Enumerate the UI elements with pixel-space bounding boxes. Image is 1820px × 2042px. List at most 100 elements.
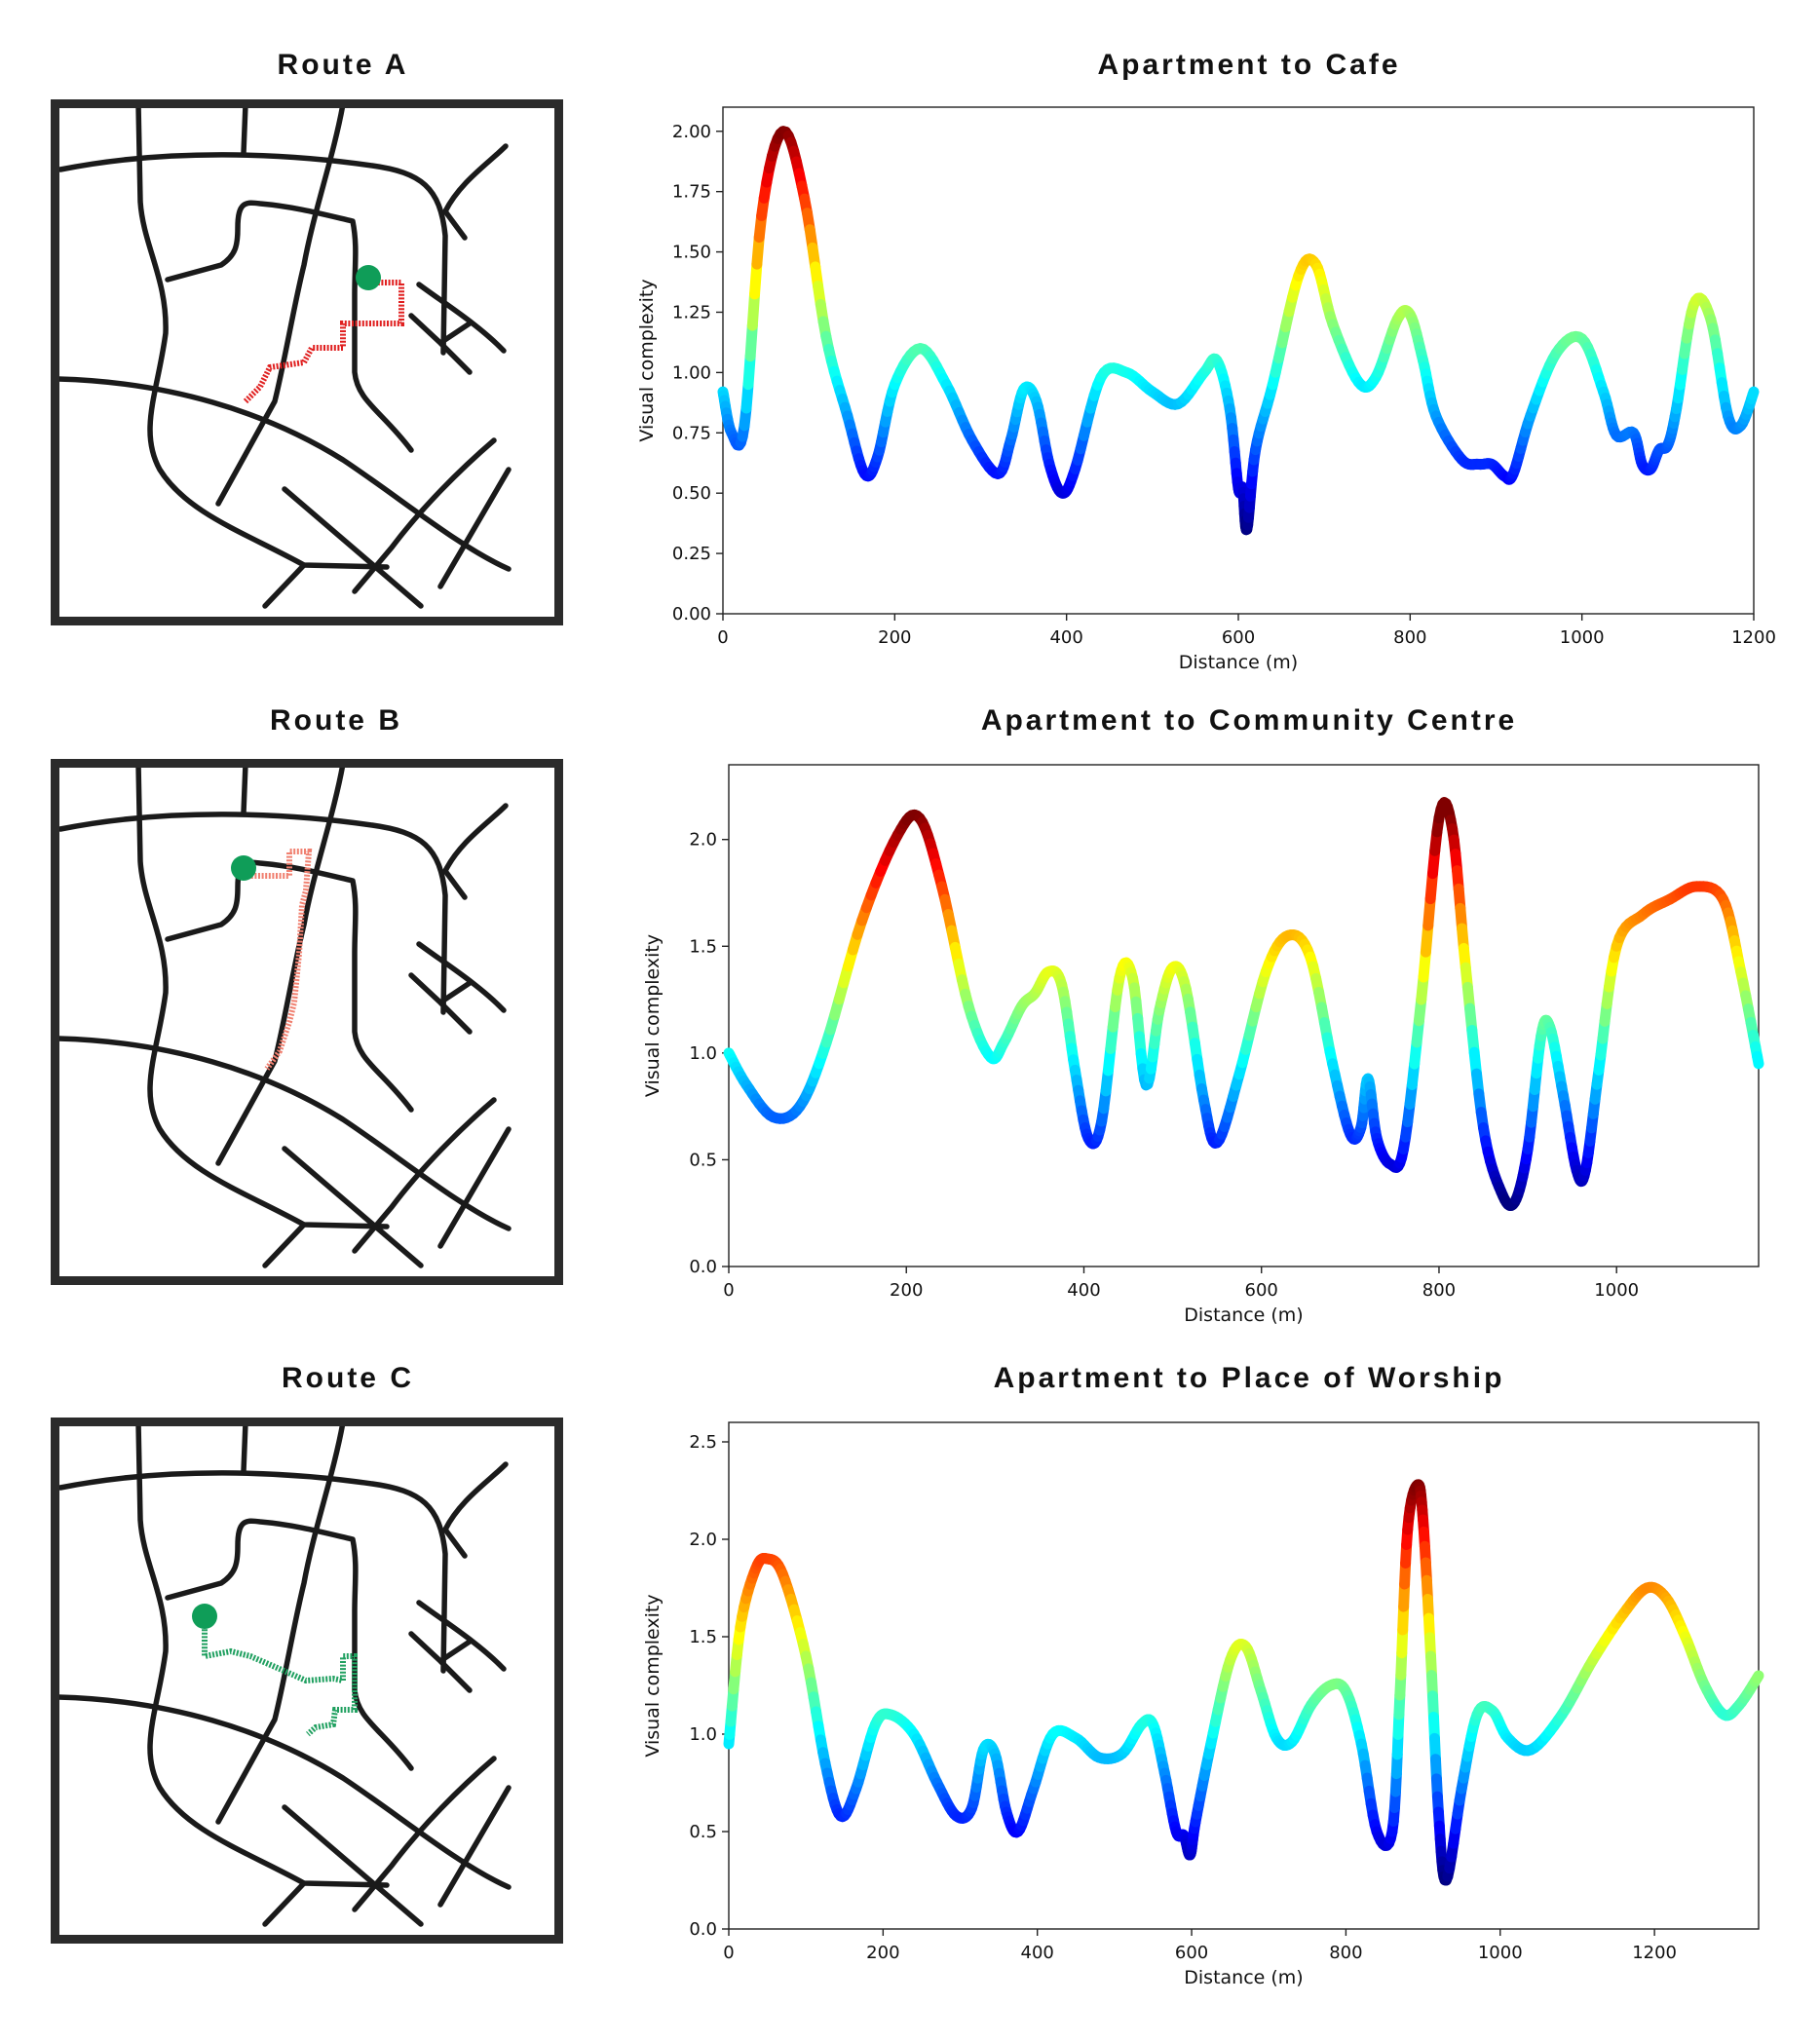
x-tick-label: 1000 <box>1560 627 1605 648</box>
plot-frame <box>728 764 1760 1267</box>
street-line <box>241 1419 248 1474</box>
y-tick-label: 0.5 <box>689 1150 717 1170</box>
street-network <box>56 1419 512 1927</box>
street-line <box>442 143 509 241</box>
x-tick-label: 800 <box>1422 1280 1456 1301</box>
x-tick-label: 0 <box>723 1943 734 1963</box>
x-tick-label: 200 <box>890 1280 923 1301</box>
y-tick-label: 0.25 <box>672 544 711 564</box>
street-line <box>56 1036 512 1231</box>
y-tick-label: 2.0 <box>689 830 717 851</box>
route-a-map <box>51 99 563 625</box>
street-line <box>165 200 414 453</box>
x-tick-label: 1000 <box>1478 1943 1523 1963</box>
street-line <box>408 972 473 1035</box>
street-line <box>165 859 414 1113</box>
start-point-marker <box>192 1604 217 1629</box>
x-tick-label: 1200 <box>1731 627 1776 648</box>
cafe-chart: 0 200 400 600 800 1000 1200 0.00 0.25 0.50 0.75 1.0… <box>636 106 1776 673</box>
series-segment <box>1747 386 1760 400</box>
x-tick-label: 400 <box>1049 627 1082 648</box>
street-line <box>241 101 248 156</box>
street-line <box>352 437 497 594</box>
x-axis-label: Distance (m) <box>1184 1967 1303 1988</box>
x-tick-label: 800 <box>1393 627 1426 648</box>
chart-title-community-centre: Apartment to Community Centre <box>980 704 1518 737</box>
route-c-map <box>51 1418 563 1944</box>
street-line <box>352 1097 497 1254</box>
plot-frame <box>728 1421 1760 1930</box>
street-line <box>408 313 473 375</box>
series-line <box>717 126 1760 536</box>
street-line <box>352 1756 497 1912</box>
street-line <box>437 467 512 589</box>
route-path <box>241 849 313 1071</box>
street-line <box>442 1461 509 1559</box>
y-tick-label: 0.50 <box>672 483 711 504</box>
y-tick-label: 0.0 <box>689 1919 717 1940</box>
street-line <box>437 1785 512 1908</box>
place-of-worship-chart: 0 200 400 600 800 1000 1200 0.0 0.5 1.0 1.5 2.0 2.5 D… <box>642 1421 1764 1988</box>
y-axis-label: Visual complexity <box>636 279 658 441</box>
y-tick-label: 1.00 <box>672 362 711 383</box>
y-tick-label: 1.0 <box>689 1724 717 1745</box>
street-line <box>416 941 507 1013</box>
y-tick-label: 0.00 <box>672 604 711 624</box>
chart-title-cafe: Apartment to Cafe <box>1097 49 1401 81</box>
y-axis-label: Visual complexity <box>642 934 664 1097</box>
y-tick-label: 1.5 <box>689 1627 717 1647</box>
x-tick-label: 1200 <box>1632 1943 1677 1963</box>
x-tick-label: 200 <box>866 1943 899 1963</box>
street-line <box>135 1419 390 1888</box>
street-line <box>56 1694 512 1890</box>
x-tick-label: 0 <box>723 1280 734 1301</box>
y-tick-label: 2.5 <box>689 1432 717 1453</box>
x-tick-label: 0 <box>717 627 728 648</box>
map-frame <box>51 759 563 1285</box>
chart-title-place-of-worship: Apartment to Place of Worship <box>993 1362 1505 1394</box>
x-axis-label: Distance (m) <box>1179 652 1298 673</box>
map-title-a: Route A <box>277 49 409 81</box>
y-tick-label: 2.0 <box>689 1530 717 1550</box>
route-path <box>243 280 404 404</box>
street-line <box>57 1470 448 1674</box>
x-tick-label: 400 <box>1021 1943 1054 1963</box>
x-tick-label: 400 <box>1067 1280 1100 1301</box>
street-line <box>262 1880 307 1927</box>
street-line <box>262 562 307 609</box>
start-point-marker <box>231 855 256 881</box>
street-line <box>282 1146 424 1268</box>
y-tick-label: 0.0 <box>689 1257 717 1277</box>
street-network <box>56 761 512 1268</box>
street-line <box>442 803 509 900</box>
street-line <box>56 376 512 572</box>
y-tick-label: 1.5 <box>689 936 717 957</box>
series-line <box>723 797 1764 1211</box>
y-tick-label: 1.75 <box>672 182 711 203</box>
plot-frame <box>722 106 1755 615</box>
x-tick-label: 200 <box>878 627 911 648</box>
x-axis-label: Distance (m) <box>1184 1305 1303 1326</box>
street-line <box>215 761 346 1166</box>
street-line <box>241 761 248 815</box>
map-frame <box>51 99 563 625</box>
y-tick-label: 1.25 <box>672 302 711 322</box>
map-frame <box>51 1418 563 1944</box>
series-segment <box>1751 1670 1764 1683</box>
street-line <box>282 486 424 609</box>
series-line <box>723 1479 1764 1886</box>
map-title-b: Route B <box>270 704 402 737</box>
y-axis-label: Visual complexity <box>642 1594 664 1757</box>
y-tick-label: 0.75 <box>672 423 711 443</box>
street-line <box>57 812 448 1015</box>
street-line <box>408 1631 473 1693</box>
x-tick-label: 600 <box>1245 1280 1278 1301</box>
street-line <box>437 1126 512 1249</box>
street-line <box>282 1804 424 1927</box>
street-line <box>215 101 346 507</box>
street-line <box>416 1600 507 1672</box>
street-line <box>215 1419 346 1825</box>
y-tick-label: 2.00 <box>672 122 711 142</box>
street-line <box>135 101 390 570</box>
x-tick-label: 600 <box>1175 1943 1208 1963</box>
